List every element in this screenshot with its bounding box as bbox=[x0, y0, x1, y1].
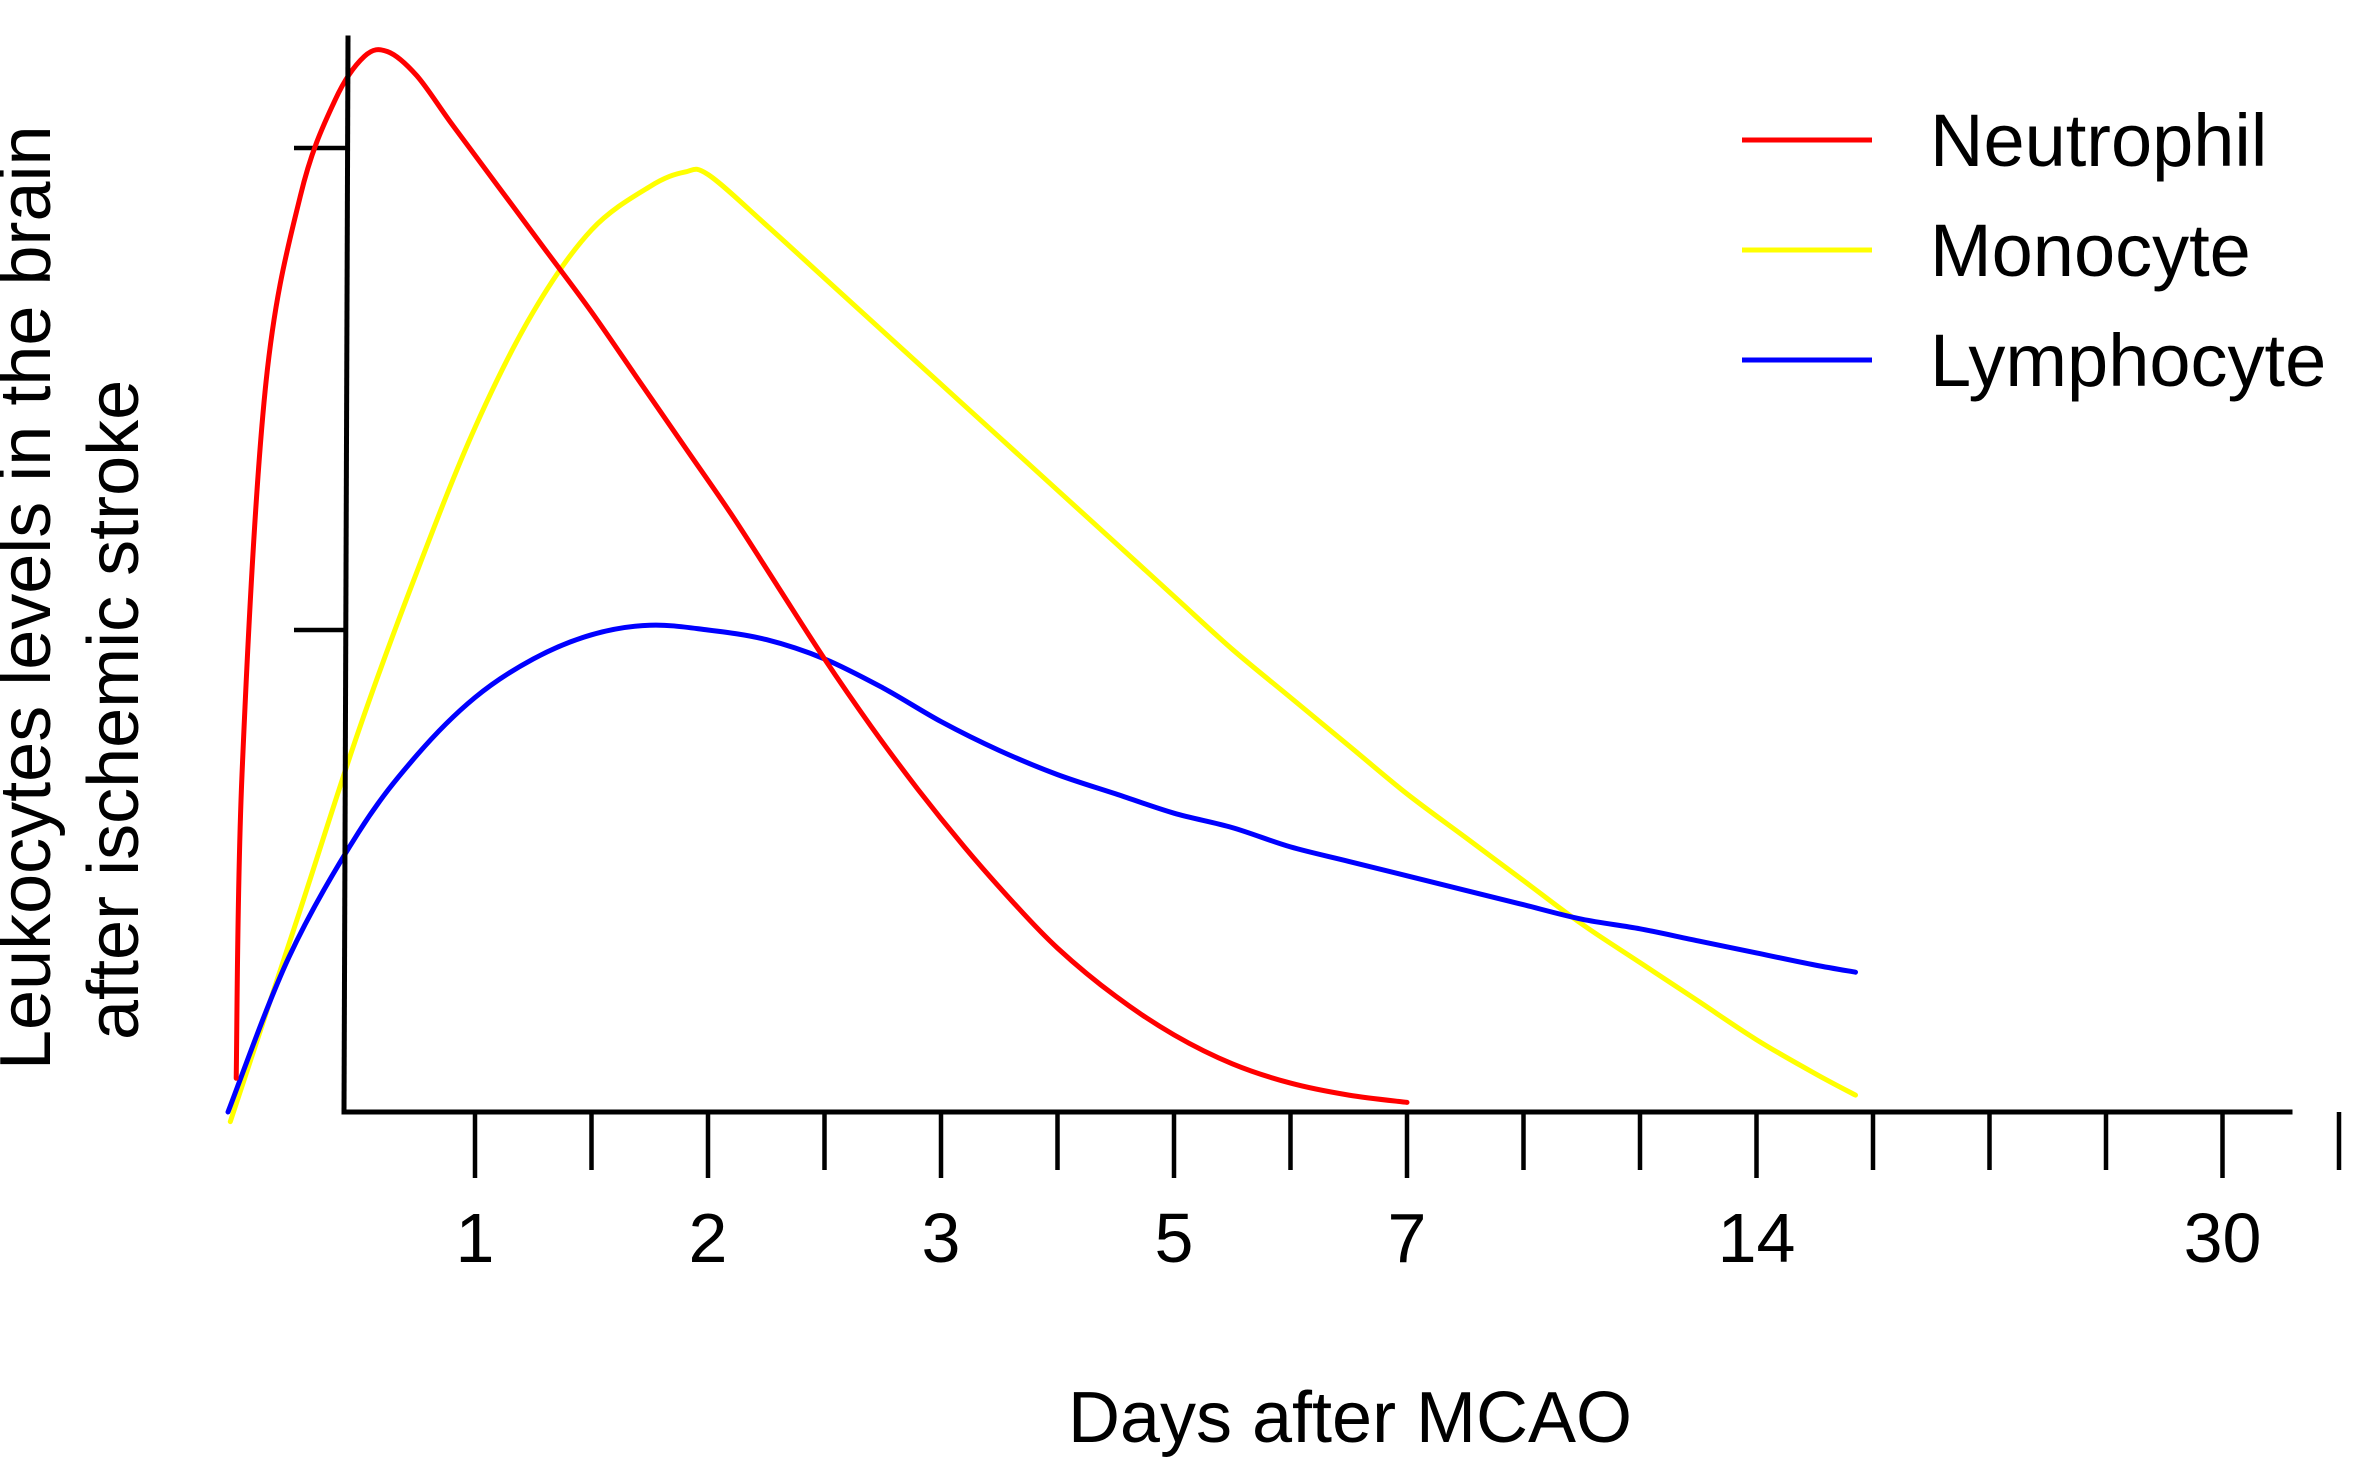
legend-item-neutrophil: Neutrophil bbox=[1742, 99, 2267, 182]
x-tick-label-2: 2 bbox=[689, 1199, 728, 1277]
x-tick-marks bbox=[472, 1112, 2342, 1178]
y-axis-title-line1: Leukocytes levels in the brain bbox=[0, 125, 66, 1070]
y-axis bbox=[341, 35, 351, 1115]
series-layer bbox=[225, 47, 1858, 1125]
legend-item-monocyte: Monocyte bbox=[1742, 209, 2251, 292]
y-axis-title-line2: after ischemic stroke bbox=[74, 380, 154, 1040]
plot-area: 1 2 3 5 7 14 30 bbox=[225, 35, 2342, 1277]
x-tick-labels: 1 2 3 5 7 14 30 bbox=[456, 1199, 2262, 1277]
legend-label-monocyte: Monocyte bbox=[1930, 209, 2251, 292]
x-tick-label-3: 3 bbox=[922, 1199, 961, 1277]
y-axis-title: Leukocytes levels in the brain after isc… bbox=[0, 125, 154, 1070]
x-tick-label-14: 14 bbox=[1718, 1199, 1796, 1277]
legend-label-neutrophil: Neutrophil bbox=[1930, 99, 2267, 182]
legend-item-lymphocyte: Lymphocyte bbox=[1742, 319, 2326, 402]
x-axis-title: Days after MCAO bbox=[1068, 1378, 1632, 1458]
legend: Neutrophil Monocyte Lymphocyte bbox=[1742, 99, 2326, 402]
x-tick-label-30: 30 bbox=[2184, 1199, 2262, 1277]
series-neutrophil-line bbox=[233, 47, 1410, 1105]
y-tick-marks bbox=[294, 145, 348, 633]
x-tick-label-7: 7 bbox=[1388, 1199, 1427, 1277]
series-lymphocyte-line bbox=[225, 622, 1858, 1115]
series-monocyte-line bbox=[227, 166, 1858, 1125]
x-tick-label-1: 1 bbox=[456, 1199, 495, 1277]
x-tick-label-5: 5 bbox=[1155, 1199, 1194, 1277]
legend-label-lymphocyte: Lymphocyte bbox=[1930, 319, 2326, 402]
